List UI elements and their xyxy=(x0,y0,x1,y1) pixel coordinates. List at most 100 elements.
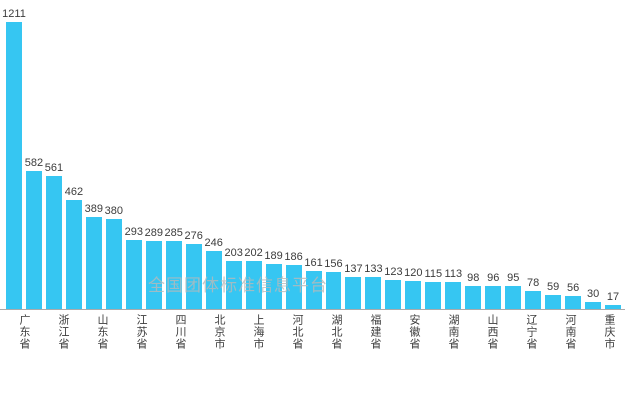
bar-value-label: 96 xyxy=(487,272,500,284)
bar-value-label: 246 xyxy=(204,237,223,249)
bar-column: 276 xyxy=(184,22,204,309)
bar-column: 56 xyxy=(563,22,583,309)
x-axis-label: 四川省 xyxy=(174,314,186,350)
bar-value-label: 1211 xyxy=(2,8,26,20)
x-axis-label: 上海市 xyxy=(252,314,264,350)
bar-value-label: 30 xyxy=(586,288,600,300)
bar xyxy=(165,241,182,309)
bar xyxy=(65,200,82,309)
bar-column: 96 xyxy=(483,22,503,309)
x-axis-label: 湖北省 xyxy=(330,314,342,350)
x-label-column: 安徽省 xyxy=(394,314,433,350)
bar-value-label: 285 xyxy=(164,227,183,239)
bar-value-label: 186 xyxy=(284,251,303,263)
bar xyxy=(485,286,502,309)
bar-value-label: 137 xyxy=(344,263,363,275)
bar xyxy=(45,176,62,309)
bar-column: 123 xyxy=(383,22,403,309)
bar-column: 17 xyxy=(603,22,623,309)
x-axis-label: 北京市 xyxy=(213,314,225,350)
x-label-column: 河南省 xyxy=(550,314,589,350)
x-label-column: 浙江省 xyxy=(43,314,82,350)
x-axis-line xyxy=(0,309,625,310)
bar xyxy=(565,296,582,309)
bar xyxy=(305,271,322,309)
x-label-column: 山西省 xyxy=(472,314,511,350)
bar-column: 203 xyxy=(224,22,244,309)
bar-column: 582 xyxy=(24,22,44,309)
bar xyxy=(405,281,422,309)
bar xyxy=(445,282,462,309)
x-label-column: 北京市 xyxy=(199,314,238,350)
bar xyxy=(105,219,122,309)
bar xyxy=(245,261,262,309)
bar xyxy=(385,280,402,309)
bar xyxy=(225,261,242,309)
x-label-column: 湖北省 xyxy=(316,314,355,350)
bar-value-label: 289 xyxy=(144,227,163,239)
bar-value-label: 582 xyxy=(24,157,44,169)
bar-column: 133 xyxy=(363,22,383,309)
bar xyxy=(145,241,162,309)
x-axis-label: 广东省 xyxy=(18,314,30,350)
bar-column: 78 xyxy=(523,22,543,309)
x-axis-label: 辽宁省 xyxy=(525,314,537,350)
bar-value-label: 78 xyxy=(527,277,540,289)
bar xyxy=(265,264,282,309)
bar xyxy=(505,286,522,309)
bar-value-label: 203 xyxy=(224,247,243,259)
x-axis-label: 湖南省 xyxy=(447,314,459,350)
bar xyxy=(605,305,622,309)
bar-value-label: 389 xyxy=(84,203,104,215)
bar-value-label: 17 xyxy=(606,291,620,303)
bar xyxy=(365,277,382,309)
bar-value-label: 189 xyxy=(264,250,283,262)
bar-column: 113 xyxy=(443,22,463,309)
bars-area: 1211 582 561 462 389 380 293 289 285 276 246 203 202… xyxy=(2,8,623,309)
bar xyxy=(325,272,342,309)
bar-value-label: 380 xyxy=(104,205,124,217)
x-axis-label: 浙江省 xyxy=(57,314,69,350)
bar-column: 1211 xyxy=(2,8,26,309)
bar-value-label: 113 xyxy=(444,268,463,280)
x-label-column: 广东省 xyxy=(4,314,43,350)
bar-value-label: 202 xyxy=(244,247,263,259)
x-label-column: 上海市 xyxy=(238,314,277,350)
x-axis-labels-area: 广东省 浙江省 山东省 江苏省 四川省 北京市 上海市 河北省 湖北省 福建省 安徽省 湖南省 山西省 辽… xyxy=(4,314,623,407)
x-label-column: 江苏省 xyxy=(121,314,160,350)
x-axis-label: 山东省 xyxy=(96,314,108,350)
bar xyxy=(185,244,202,309)
bar-value-label: 59 xyxy=(547,281,560,293)
bar-column: 389 xyxy=(84,22,104,309)
bar xyxy=(285,265,302,309)
bar-column: 462 xyxy=(64,22,84,309)
x-label-column: 河北省 xyxy=(277,314,316,350)
x-label-column: 福建省 xyxy=(355,314,394,350)
bar-column: 380 xyxy=(104,22,124,309)
bar-value-label: 56 xyxy=(566,282,580,294)
x-label-column: 重庆市 xyxy=(589,314,625,350)
x-axis-label: 江苏省 xyxy=(135,314,147,350)
bar-column: 202 xyxy=(244,22,264,309)
bar xyxy=(425,282,442,309)
bar-column: 115 xyxy=(423,22,443,309)
bar-column: 137 xyxy=(343,22,363,309)
bar xyxy=(125,240,142,309)
bar xyxy=(25,171,42,309)
x-axis-label: 河北省 xyxy=(291,314,303,350)
bar xyxy=(465,286,482,309)
bar-value-label: 98 xyxy=(467,272,480,284)
x-axis-label: 福建省 xyxy=(369,314,381,350)
bar-column: 293 xyxy=(124,22,144,309)
bar-column: 98 xyxy=(463,22,483,309)
x-axis-label: 河南省 xyxy=(564,314,576,350)
x-label-column: 山东省 xyxy=(82,314,121,350)
x-axis-label: 安徽省 xyxy=(408,314,420,350)
bar-column: 285 xyxy=(164,22,184,309)
bar-value-label: 123 xyxy=(384,266,403,278)
bar-value-label: 561 xyxy=(44,162,64,174)
bar xyxy=(585,302,602,309)
x-axis-label: 重庆市 xyxy=(603,314,615,350)
bar-value-label: 95 xyxy=(507,272,520,284)
